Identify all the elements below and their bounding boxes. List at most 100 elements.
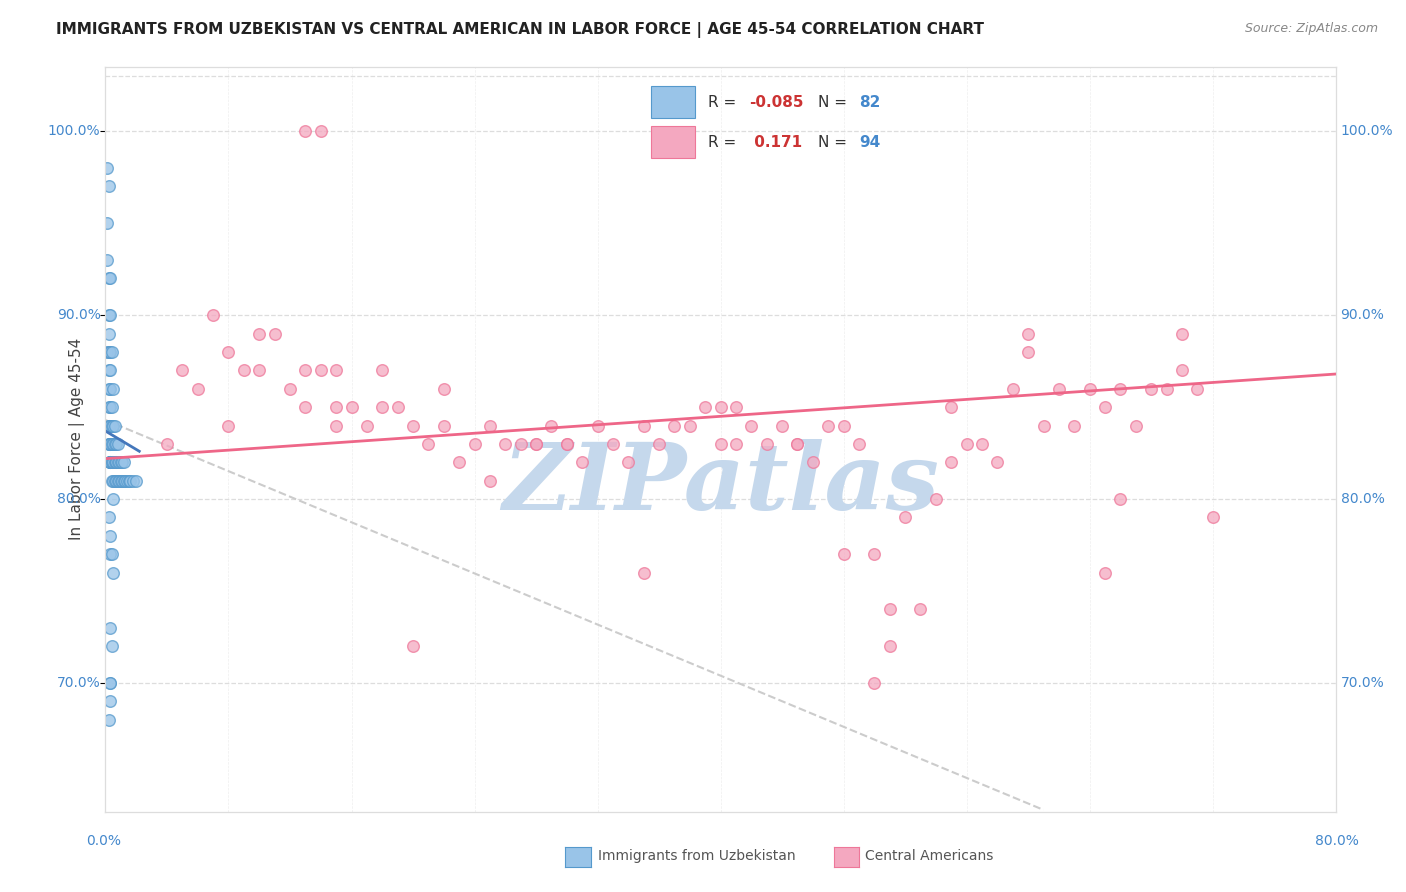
Point [509,437,531,451]
Point [107,455,129,469]
Point [863,676,886,690]
Point [97,437,120,451]
Point [114,474,136,488]
Point [218,345,240,359]
Text: 94: 94 [859,135,880,150]
Point [910,602,932,616]
Point [98,455,121,469]
Text: IMMIGRANTS FROM UZBEKISTAN VS CENTRAL AMERICAN IN LABOR FORCE | AGE 45-54 CORREL: IMMIGRANTS FROM UZBEKISTAN VS CENTRAL AM… [56,22,984,38]
Point [1017,326,1039,341]
Point [97,418,120,433]
Y-axis label: In Labor Force | Age 45-54: In Labor Force | Age 45-54 [69,338,84,541]
Point [101,382,124,396]
Point [648,437,671,451]
Point [98,455,121,469]
Point [98,437,121,451]
Point [100,437,122,451]
Point [555,437,578,451]
Point [1140,382,1163,396]
Point [101,455,124,469]
Point [970,437,993,451]
Point [104,437,127,451]
Point [418,437,440,451]
Point [1171,326,1194,341]
Point [449,455,471,469]
Point [122,474,145,488]
Point [494,437,516,451]
Point [1187,382,1209,396]
Point [98,621,121,635]
Point [218,418,240,433]
Point [104,474,127,488]
Text: 0.171: 0.171 [749,135,803,150]
Point [110,474,132,488]
Point [1094,400,1116,414]
Point [817,418,839,433]
Point [340,400,363,414]
Point [112,474,135,488]
Text: 100.0%: 100.0% [48,124,101,138]
Point [540,418,562,433]
Point [97,437,120,451]
Point [402,418,425,433]
Point [98,382,121,396]
Point [98,345,121,359]
Point [848,437,870,451]
Point [112,455,135,469]
Point [1109,382,1132,396]
Point [755,437,778,451]
Point [98,400,121,414]
Point [98,308,121,322]
Point [100,400,122,414]
Point [524,437,547,451]
Point [98,676,121,690]
Point [1063,418,1085,433]
Point [941,400,963,414]
Point [679,418,702,433]
Point [325,363,347,377]
Point [941,455,963,469]
Point [104,418,127,433]
Point [97,363,120,377]
Point [101,566,124,580]
Point [108,455,131,469]
Point [100,345,122,359]
Point [724,400,747,414]
Point [740,418,762,433]
Point [97,418,120,433]
Point [1078,382,1101,396]
Point [387,400,409,414]
Point [101,492,124,507]
Point [98,363,121,377]
Text: R =: R = [709,95,741,110]
Point [96,345,118,359]
Point [100,455,122,469]
Text: ZIPatlas: ZIPatlas [502,439,939,529]
Point [309,124,332,138]
Point [263,326,285,341]
Point [98,455,121,469]
Point [97,345,120,359]
Text: Immigrants from Uzbekistan: Immigrants from Uzbekistan [598,849,796,863]
Point [97,510,120,524]
Text: 82: 82 [859,95,880,110]
Point [956,437,979,451]
Point [433,382,456,396]
Text: 100.0%: 100.0% [1341,124,1393,138]
Point [1017,345,1039,359]
Point [96,252,118,267]
Point [156,437,179,451]
Point [770,418,793,433]
Point [98,547,121,561]
Point [247,363,270,377]
Point [633,566,655,580]
Point [101,437,124,451]
Point [97,308,120,322]
Point [108,474,131,488]
Point [879,602,901,616]
Point [97,326,120,341]
Point [105,455,128,469]
Point [247,326,270,341]
Point [98,694,121,708]
Point [325,400,347,414]
